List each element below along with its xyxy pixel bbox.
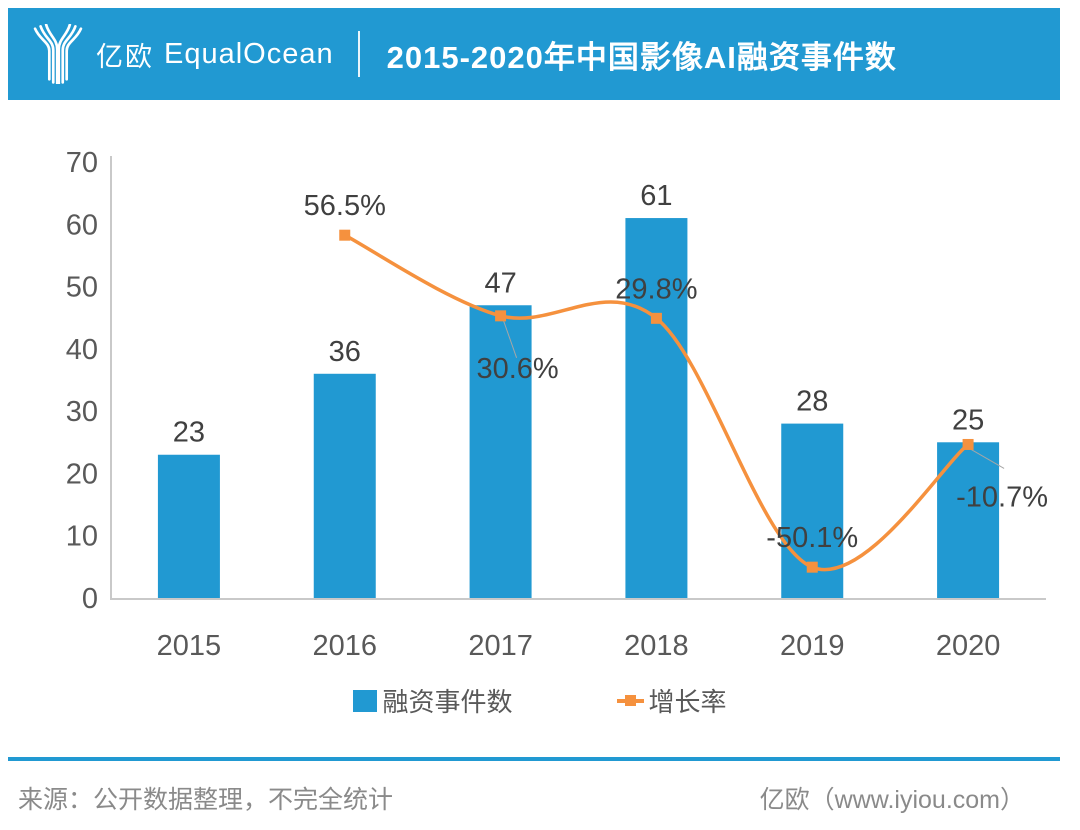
label-leader-line	[503, 320, 518, 359]
growth-value-label: 56.5%	[304, 190, 386, 222]
growth-marker-icon	[495, 310, 507, 322]
logo-text-cn: 亿欧	[96, 41, 154, 72]
growth-value-label: 29.8%	[615, 273, 697, 305]
header-divider	[357, 31, 360, 77]
label-leader-line	[970, 449, 1005, 469]
bar-value-label: 28	[796, 386, 828, 418]
x-tick-label: 2016	[312, 630, 377, 662]
bar	[157, 454, 220, 598]
bar-value-label: 25	[952, 404, 984, 436]
line-series-marker-icon	[616, 694, 644, 706]
page-title: 2015-2020年中国影像AI融资事件数	[386, 39, 897, 75]
y-tick-label: 70	[66, 147, 98, 179]
bar	[625, 218, 688, 599]
growth-value-label: -10.7%	[956, 481, 1048, 513]
growth-line	[343, 233, 970, 572]
footer-rule	[8, 757, 1060, 761]
growth-marker-icon	[650, 312, 662, 324]
growth-marker-icon	[339, 229, 351, 241]
bar-value-label: 36	[329, 336, 361, 368]
logo-text-en: EqualOcean	[164, 37, 334, 70]
growth-value-label: -50.1%	[766, 522, 858, 554]
growth-marker-icon	[962, 438, 974, 450]
equalocean-logo-icon	[30, 24, 86, 84]
equalocean-logo: 亿欧 EqualOcean	[30, 24, 334, 84]
x-tick-label: 2018	[624, 630, 689, 662]
header-banner: 亿欧 EqualOcean 2015-2020年中国影像AI融资事件数	[8, 8, 1060, 100]
y-tick-label: 60	[66, 209, 98, 241]
x-tick-label: 2020	[936, 630, 1001, 662]
footer-credit: 亿欧（www.iyiou.com）	[759, 786, 1025, 814]
y-tick-label: 30	[66, 396, 98, 428]
bar	[313, 373, 376, 598]
bar-series-swatch-icon	[353, 689, 378, 712]
growth-value-label: 30.6%	[476, 353, 558, 385]
bar-value-label: 61	[640, 180, 672, 212]
y-tick-label: 0	[82, 583, 98, 615]
bar	[469, 305, 532, 598]
growth-marker-icon	[806, 561, 818, 573]
y-tick-label: 10	[66, 521, 98, 553]
legend-item-line-series: 增长率	[616, 682, 727, 719]
chart-legend: 融资事件数 增长率	[0, 682, 1080, 719]
y-tick-label: 50	[66, 272, 98, 304]
x-tick-label: 2019	[780, 630, 845, 662]
bar-line-chart: 0 10 20 30 40 50 60 70 2015 2016 2017 2018 2019 2020 2…	[66, 147, 1048, 662]
legend-label-bar-series: 融资事件数	[382, 687, 513, 717]
y-tick-label: 20	[66, 458, 98, 490]
x-tick-label: 2015	[157, 630, 222, 662]
legend-item-bar-series: 融资事件数	[353, 682, 513, 719]
footer-source-note: 来源：公开数据整理，不完全统计	[18, 786, 394, 814]
legend-label-line-series: 增长率	[648, 687, 727, 717]
x-tick-label: 2017	[468, 630, 533, 662]
bar-value-label: 23	[173, 417, 205, 449]
bar-value-label: 47	[484, 267, 516, 299]
y-tick-label: 40	[66, 334, 98, 366]
